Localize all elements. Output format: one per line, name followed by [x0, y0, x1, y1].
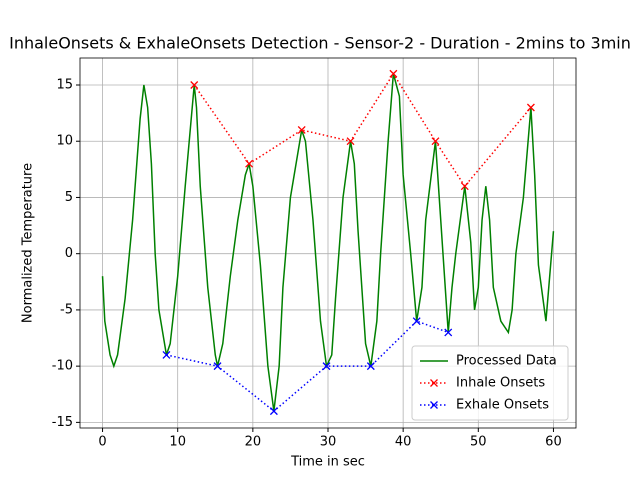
- marker: [460, 182, 469, 191]
- marker: [322, 362, 331, 371]
- x-tick-label: 20: [245, 435, 262, 450]
- y-tick-label: 5: [65, 190, 73, 205]
- x-tick-label: 60: [545, 435, 562, 450]
- y-tick-label: -10: [52, 359, 73, 374]
- marker: [366, 362, 375, 371]
- marker: [389, 69, 398, 78]
- marker: [430, 401, 438, 409]
- y-tick-label: 0: [65, 246, 73, 261]
- y-tick-label: 10: [56, 134, 73, 149]
- legend-label: Inhale Onsets: [456, 376, 545, 391]
- marker: [430, 379, 438, 387]
- x-tick-label: 50: [470, 435, 487, 450]
- legend-box: [411, 345, 569, 421]
- marker: [213, 362, 222, 371]
- x-tick-label: 40: [395, 435, 412, 450]
- marker: [346, 137, 355, 146]
- x-tick-label: 10: [169, 435, 186, 450]
- y-tick-label: -5: [60, 302, 73, 317]
- marker: [412, 317, 421, 326]
- plot-frame: [79, 57, 577, 429]
- legend-label: Exhale Onsets: [456, 398, 549, 413]
- marker: [431, 137, 440, 146]
- marker: [245, 159, 254, 168]
- marker: [444, 328, 453, 337]
- y-axis-label: Normalized Temperature: [21, 163, 36, 323]
- series-line: [193, 72, 532, 188]
- series-line: [101, 73, 555, 412]
- marker: [162, 350, 171, 359]
- marker: [526, 103, 535, 112]
- y-tick-label: 15: [56, 77, 73, 92]
- legend-label: Processed Data: [456, 354, 557, 369]
- x-tick-label: 0: [98, 435, 106, 450]
- chart-title: InhaleOnsets & ExhaleOnsets Detection - …: [9, 34, 631, 53]
- y-tick-label: -15: [52, 415, 73, 430]
- marker: [269, 407, 278, 416]
- x-tick-label: 30: [320, 435, 337, 450]
- marker: [297, 126, 306, 134]
- marker: [190, 81, 199, 89]
- x-axis-label: Time in sec: [290, 455, 365, 470]
